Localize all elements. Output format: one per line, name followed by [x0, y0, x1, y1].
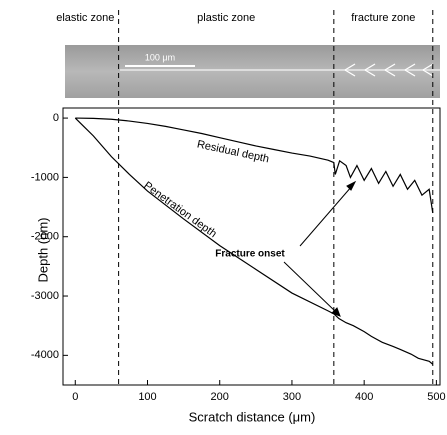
zone-label: fracture zone: [351, 12, 415, 24]
x-tick-label: 0: [72, 391, 78, 403]
y-tick-label: -1000: [31, 171, 59, 183]
series-line: [75, 117, 434, 214]
chevrons: [344, 63, 434, 77]
plot-frame: [62, 107, 441, 386]
annotation: Fracture onset: [215, 249, 285, 260]
y-tick-label: -4000: [31, 349, 59, 361]
series-label: Residual depth: [196, 138, 270, 165]
zone-label: elastic zone: [56, 12, 114, 24]
series-line: [74, 117, 434, 365]
arrows: [283, 180, 357, 317]
x-tick-label: 400: [355, 391, 373, 403]
y-axis-label: Depth (nm): [35, 217, 50, 282]
series-label: Penetration depth: [141, 180, 218, 241]
y-tick-label: -3000: [31, 290, 59, 302]
micrograph: [65, 45, 440, 98]
x-tick-label: 200: [211, 391, 229, 403]
y-tick-label: -2000: [31, 231, 59, 243]
x-axis-label: Scratch distance (μm): [189, 409, 316, 424]
zone-label: plastic zone: [197, 12, 255, 24]
x-tick-label: 300: [283, 391, 301, 403]
y-tick-label: 0: [53, 112, 59, 124]
scale-bar-label: 100 μm: [145, 52, 175, 62]
x-tick-label: 500: [427, 391, 445, 403]
x-tick-label: 100: [138, 391, 156, 403]
